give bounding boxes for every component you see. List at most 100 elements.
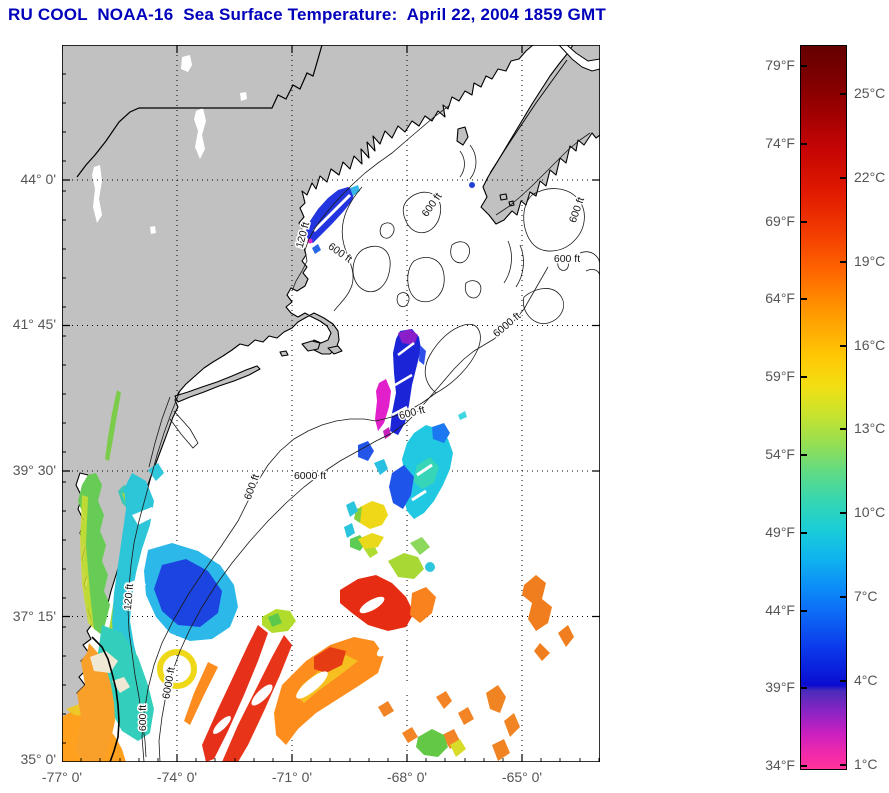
minas-basin-water bbox=[558, 45, 600, 72]
browns-bank-loop bbox=[522, 288, 564, 325]
right-orange-mottled-lower bbox=[486, 685, 520, 761]
colorbar-tick-c bbox=[840, 93, 846, 95]
ne-cyan-dot bbox=[425, 562, 435, 572]
colorbar-c-label: 25°C bbox=[854, 85, 886, 101]
contour-6000ft bbox=[158, 266, 549, 762]
x-minor-ticks bbox=[80, 758, 600, 762]
lat-tick-label: 41° 45' bbox=[12, 316, 56, 332]
lake-small-2 bbox=[240, 92, 247, 101]
colorbar-tick-f bbox=[801, 687, 807, 689]
ns-coastal-contour bbox=[495, 132, 591, 216]
coastal-water-band bbox=[78, 390, 238, 741]
central-orange-mass bbox=[274, 637, 384, 745]
map-plot: 120 ft 600 ft 600 ft 600 ft 600 ft 6000 … bbox=[62, 45, 600, 762]
colorbar-tick-c bbox=[840, 428, 846, 430]
land-region bbox=[62, 45, 600, 762]
colorbar-f-label: 54°F bbox=[765, 446, 795, 462]
colorbar-c-label: 16°C bbox=[854, 337, 886, 353]
maine-patch-cyan-tip bbox=[350, 185, 360, 196]
colorbar bbox=[800, 45, 847, 770]
bottom-green-dab bbox=[416, 729, 448, 757]
georges-cloud-streaks bbox=[411, 463, 433, 502]
y-minor-ticks bbox=[62, 73, 66, 744]
shoals-blue-dab bbox=[358, 441, 374, 461]
gulf-of-maine-cold-patches bbox=[305, 182, 475, 439]
nova-scotia bbox=[480, 45, 600, 225]
lon-tick-label: -74° 0' bbox=[156, 769, 198, 785]
cloud-over-land bbox=[90, 651, 130, 693]
marthas-vineyard-island bbox=[301, 340, 321, 352]
colorbar-tick-c bbox=[840, 177, 846, 179]
colorbar-f-label: 69°F bbox=[765, 213, 795, 229]
shelf-blue-blob bbox=[154, 559, 222, 627]
basin-loop-3 bbox=[407, 257, 445, 303]
gom-navy-patch bbox=[390, 329, 421, 435]
lat-tick-label: 35° 0' bbox=[20, 751, 56, 767]
colorbar-c-label: 13°C bbox=[854, 420, 886, 436]
orange-streak-1 bbox=[184, 662, 218, 725]
contour-600ft-shelf-edge bbox=[141, 392, 437, 762]
georges-blue-spot bbox=[432, 423, 450, 443]
gom-purple-top bbox=[398, 329, 418, 345]
coastal-cloud-gap bbox=[132, 507, 158, 525]
colorbar-c-label: 4°C bbox=[854, 672, 878, 688]
colorbar-tick-f bbox=[801, 376, 807, 378]
ne-light-green-dab bbox=[410, 537, 430, 555]
colorbar-tick-f bbox=[801, 143, 807, 145]
colorbar-f-label: 64°F bbox=[765, 290, 795, 306]
colorbar-tick-f bbox=[801, 454, 807, 456]
colorbar-f-label: 74°F bbox=[765, 135, 795, 151]
colorbar-tick-c bbox=[840, 512, 846, 514]
lake-champlain bbox=[92, 165, 102, 223]
upper-orange-fringe bbox=[410, 587, 436, 623]
basin-loop-1 bbox=[402, 191, 442, 234]
fundy-islet-1 bbox=[499, 193, 508, 201]
colorbar-c-label: 7°C bbox=[854, 588, 878, 604]
colorbar-f-label: 34°F bbox=[765, 757, 795, 773]
maine-patch-blue-dab bbox=[312, 244, 321, 254]
colorbar-f-label: 49°F bbox=[765, 524, 795, 540]
outer-banks-barrier bbox=[91, 636, 120, 762]
lake-small-1 bbox=[181, 55, 192, 72]
bottom-yellow-dab bbox=[450, 739, 466, 757]
nantucket-island bbox=[327, 345, 343, 355]
contour-120ft-midatlantic bbox=[127, 390, 181, 758]
colorbar-f-label: 79°F bbox=[765, 57, 795, 73]
lakes bbox=[92, 55, 247, 234]
contour-label: 600 ft bbox=[137, 705, 149, 731]
grand-manan-island bbox=[456, 126, 469, 146]
basin-loop-2 bbox=[352, 245, 391, 293]
x-major-ticks bbox=[62, 45, 523, 762]
colorbar-tick-c bbox=[840, 345, 846, 347]
colorbar-f-label: 39°F bbox=[765, 679, 795, 695]
gom-blue-fringe bbox=[419, 345, 426, 365]
contour-label: 120 ft bbox=[122, 583, 136, 610]
colorbar-c-label: 1°C bbox=[854, 756, 878, 772]
fundy-mouth-arcs bbox=[459, 144, 477, 180]
sst-patches bbox=[62, 182, 574, 762]
contour-label: 600 ft bbox=[554, 253, 580, 265]
colorbar-c-label: 19°C bbox=[854, 253, 886, 269]
lat-tick-label: 39° 30' bbox=[12, 462, 56, 478]
georges-teal-overlay bbox=[413, 457, 439, 489]
shoals-cyan-dab bbox=[374, 459, 388, 475]
georges-blue-lower bbox=[389, 465, 414, 509]
colorbar-tick-c bbox=[840, 261, 846, 263]
lon-tick-label: -68° 0' bbox=[386, 769, 428, 785]
ne-yellow-green-dab bbox=[388, 553, 424, 579]
colorbar-tick-c bbox=[840, 764, 846, 766]
block-island bbox=[279, 350, 289, 357]
lake-small-3 bbox=[150, 226, 156, 234]
colorbar-tick-f bbox=[801, 610, 807, 612]
top-yellow-dabs bbox=[358, 533, 384, 549]
colorbar-tick-f bbox=[801, 765, 807, 767]
gom-magenta-dab bbox=[383, 427, 391, 439]
contour-120ft-maine bbox=[291, 104, 451, 292]
long-island bbox=[174, 365, 261, 403]
lon-tick-label: -77° 0' bbox=[41, 769, 83, 785]
georges-cyan-wisp bbox=[458, 411, 467, 420]
colorbar-tick-f bbox=[801, 532, 807, 534]
mid-cyan-dabs bbox=[344, 501, 358, 538]
contour-600ft-gom-coastal bbox=[333, 186, 363, 312]
